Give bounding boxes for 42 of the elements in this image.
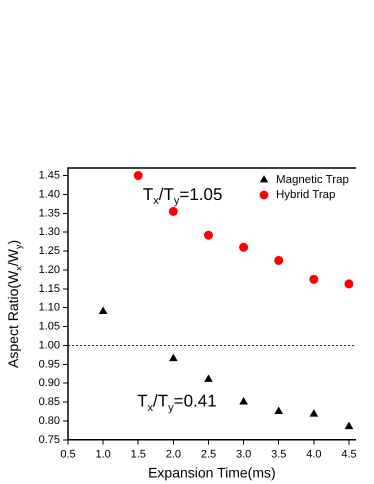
y-tick-label: 0.95 <box>38 358 60 370</box>
point <box>204 230 213 240</box>
y-tick-label: 1.25 <box>38 245 60 258</box>
point <box>274 256 284 265</box>
x-tick-label: 1.5 <box>130 448 146 460</box>
y-tick-label: 1.35 <box>38 207 60 220</box>
point <box>345 422 353 430</box>
legend-label: Magnetic Trap <box>276 174 349 186</box>
y-tick-label: 1.40 <box>38 188 60 200</box>
y-tick-label: 0.80 <box>38 414 60 427</box>
x-tick-label: 4.5 <box>341 448 357 460</box>
y-axis-title: Aspect Ratio(Wx/Wy) <box>4 240 24 368</box>
point <box>239 242 248 252</box>
point <box>344 279 354 288</box>
point <box>274 406 283 414</box>
y-tick-label: 1.10 <box>38 302 60 314</box>
point <box>99 306 108 314</box>
x-tick-label: 1.0 <box>95 448 111 460</box>
y-tick-label: 0.75 <box>38 434 60 446</box>
x-tick-label: 2.0 <box>166 448 182 460</box>
y-tick-label: 1.00 <box>38 339 60 352</box>
x-axis-title: Expansion Time(ms) <box>148 464 276 481</box>
y-tick-label: 1.15 <box>38 282 60 295</box>
y-tick-label: 1.30 <box>38 226 60 238</box>
point <box>169 354 178 362</box>
x-tick-label: 3.5 <box>271 448 286 460</box>
point <box>134 171 143 180</box>
x-tick-label: 2.5 <box>200 448 216 460</box>
y-tick-label: 0.90 <box>38 377 60 390</box>
point <box>204 374 212 382</box>
legend-label: Hybrid Trap <box>276 189 336 202</box>
point <box>240 398 248 405</box>
point <box>168 206 178 216</box>
point <box>309 274 318 284</box>
y-tick-label: 1.20 <box>38 264 60 276</box>
x-tick-label: 3.0 <box>236 448 252 460</box>
point <box>310 410 318 417</box>
y-tick-label: 1.05 <box>38 320 60 333</box>
x-tick-label: 0.5 <box>60 448 76 460</box>
x-tick-label: 4.0 <box>306 448 322 460</box>
y-tick-label: 1.45 <box>38 170 60 182</box>
y-tick-label: 0.85 <box>38 396 60 408</box>
